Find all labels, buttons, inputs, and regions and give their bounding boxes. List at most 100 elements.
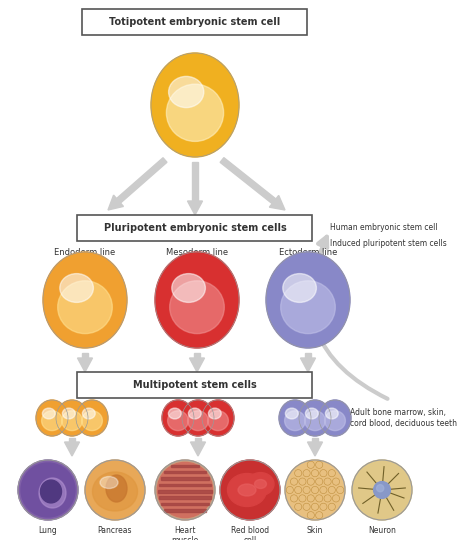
- Polygon shape: [195, 438, 201, 442]
- Polygon shape: [64, 442, 80, 456]
- FancyBboxPatch shape: [78, 372, 312, 398]
- Circle shape: [352, 460, 412, 520]
- FancyBboxPatch shape: [78, 215, 312, 241]
- Ellipse shape: [169, 76, 204, 107]
- Polygon shape: [171, 464, 199, 467]
- Circle shape: [155, 460, 215, 520]
- Text: Mesoderm line: Mesoderm line: [166, 248, 228, 257]
- Circle shape: [85, 460, 145, 520]
- Text: Multipotent stem cells: Multipotent stem cells: [133, 380, 257, 390]
- Circle shape: [220, 460, 280, 520]
- Polygon shape: [191, 442, 206, 456]
- Polygon shape: [164, 509, 206, 512]
- Polygon shape: [269, 195, 285, 210]
- Polygon shape: [69, 438, 75, 442]
- Ellipse shape: [281, 281, 335, 334]
- Polygon shape: [308, 442, 322, 456]
- Ellipse shape: [305, 411, 325, 430]
- Ellipse shape: [255, 480, 266, 489]
- Polygon shape: [158, 490, 212, 492]
- Ellipse shape: [325, 411, 346, 430]
- FancyArrowPatch shape: [311, 237, 388, 399]
- Ellipse shape: [188, 408, 201, 419]
- Ellipse shape: [100, 476, 118, 489]
- Ellipse shape: [42, 411, 63, 430]
- Polygon shape: [190, 358, 204, 372]
- Polygon shape: [108, 195, 123, 210]
- Ellipse shape: [228, 474, 266, 507]
- Text: Pluripotent embryonic stem cells: Pluripotent embryonic stem cells: [104, 223, 286, 233]
- Ellipse shape: [283, 274, 317, 302]
- Text: Ectoderm line: Ectoderm line: [279, 248, 337, 257]
- Circle shape: [220, 460, 280, 520]
- Text: Induced pluripotent stem cells: Induced pluripotent stem cells: [330, 239, 447, 247]
- Polygon shape: [161, 477, 210, 480]
- Text: Pancreas: Pancreas: [98, 526, 132, 535]
- Text: Neuron: Neuron: [368, 526, 396, 535]
- Ellipse shape: [168, 411, 188, 430]
- Ellipse shape: [21, 463, 75, 517]
- Ellipse shape: [157, 462, 213, 518]
- Text: Totipotent embryonic stem cell: Totipotent embryonic stem cell: [109, 17, 281, 27]
- Ellipse shape: [60, 274, 93, 302]
- Ellipse shape: [63, 408, 75, 419]
- Text: Adult bone marrow, skin,
cord blood, deciduous teeth: Adult bone marrow, skin, cord blood, dec…: [350, 408, 457, 428]
- Ellipse shape: [374, 482, 391, 498]
- Ellipse shape: [58, 281, 112, 334]
- Text: Human embryonic stem cell: Human embryonic stem cell: [330, 224, 438, 233]
- Polygon shape: [164, 471, 206, 474]
- Polygon shape: [82, 353, 88, 358]
- Ellipse shape: [182, 400, 214, 436]
- Ellipse shape: [172, 274, 205, 302]
- Ellipse shape: [279, 400, 311, 436]
- Polygon shape: [188, 201, 202, 215]
- Ellipse shape: [325, 408, 338, 419]
- Text: Skin: Skin: [307, 526, 323, 535]
- Text: Endoderm line: Endoderm line: [55, 248, 116, 257]
- Ellipse shape: [305, 408, 318, 419]
- Ellipse shape: [208, 411, 228, 430]
- Ellipse shape: [166, 84, 224, 141]
- Ellipse shape: [82, 411, 102, 430]
- Text: Lung: Lung: [38, 526, 57, 535]
- Ellipse shape: [209, 408, 221, 419]
- Ellipse shape: [377, 484, 384, 492]
- Ellipse shape: [40, 480, 62, 503]
- Ellipse shape: [39, 478, 66, 508]
- Ellipse shape: [92, 472, 137, 511]
- Ellipse shape: [266, 252, 350, 348]
- Ellipse shape: [188, 411, 209, 430]
- Ellipse shape: [82, 408, 95, 419]
- Ellipse shape: [170, 281, 224, 334]
- Circle shape: [285, 460, 345, 520]
- Polygon shape: [159, 496, 211, 499]
- Polygon shape: [305, 353, 311, 358]
- Ellipse shape: [319, 400, 351, 436]
- Polygon shape: [220, 158, 276, 204]
- Ellipse shape: [36, 400, 68, 436]
- Text: Heart
muscle: Heart muscle: [172, 526, 199, 540]
- Ellipse shape: [43, 252, 127, 348]
- Ellipse shape: [62, 411, 82, 430]
- Ellipse shape: [42, 408, 55, 419]
- Ellipse shape: [247, 472, 274, 495]
- Ellipse shape: [202, 400, 234, 436]
- Circle shape: [155, 460, 215, 520]
- Ellipse shape: [284, 411, 305, 430]
- Text: Red blood
cell: Red blood cell: [231, 526, 269, 540]
- Circle shape: [85, 460, 145, 520]
- Circle shape: [18, 460, 78, 520]
- Polygon shape: [301, 358, 316, 372]
- FancyBboxPatch shape: [82, 9, 308, 35]
- Circle shape: [285, 460, 345, 520]
- Ellipse shape: [168, 408, 181, 419]
- Ellipse shape: [285, 408, 298, 419]
- Polygon shape: [312, 438, 318, 442]
- Circle shape: [352, 460, 412, 520]
- Polygon shape: [78, 358, 92, 372]
- Ellipse shape: [56, 400, 88, 436]
- Ellipse shape: [76, 400, 108, 436]
- Ellipse shape: [151, 53, 239, 157]
- Ellipse shape: [299, 400, 331, 436]
- Polygon shape: [194, 353, 200, 358]
